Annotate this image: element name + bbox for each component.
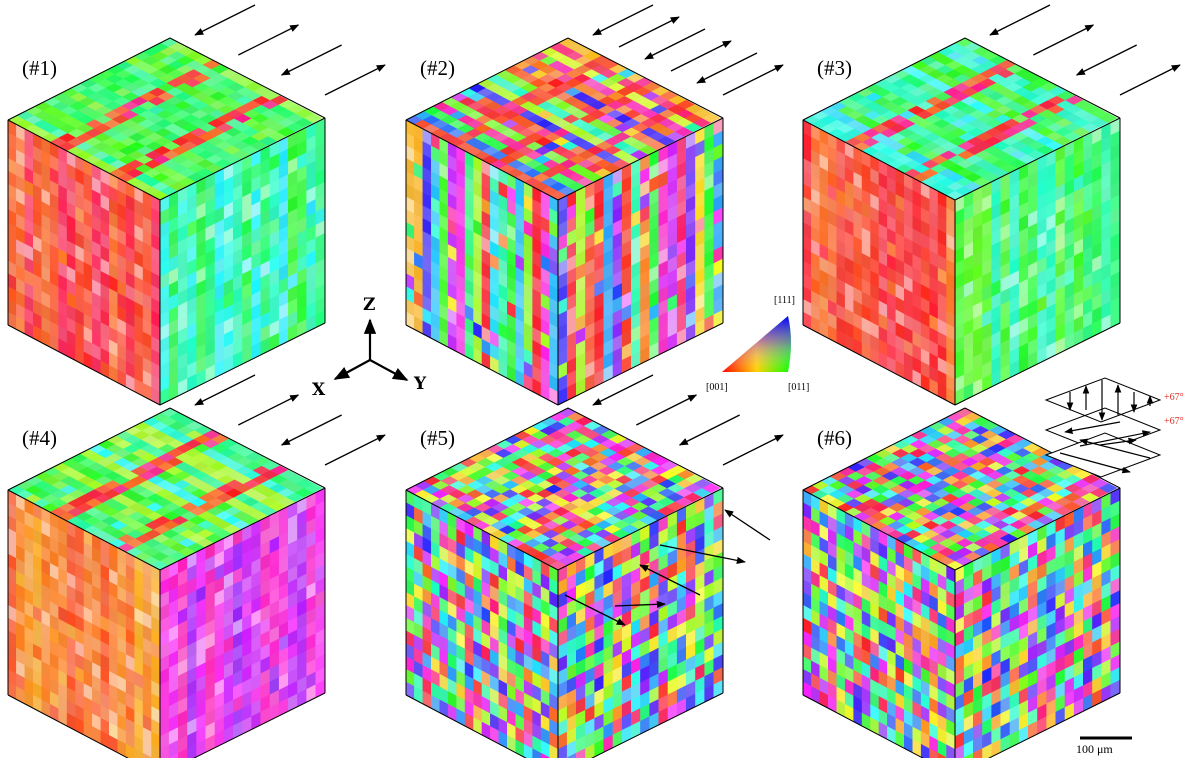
- cube: (#2): [405, 4, 784, 406]
- cube-edge: [802, 119, 956, 201]
- scan-arrow: [696, 52, 758, 84]
- scan-arrow: [324, 434, 386, 466]
- scan-arrow: [644, 28, 706, 60]
- panel-label: (#2): [420, 56, 455, 80]
- scan-arrow: [1075, 44, 1137, 76]
- scan-arrow: [636, 394, 698, 426]
- scan-arrow: [238, 394, 300, 426]
- cube-edge: [557, 322, 724, 406]
- scan-arrow: [592, 4, 654, 36]
- panel-label: (#1): [22, 56, 57, 80]
- cube-edge: [405, 119, 559, 201]
- cube-edge: [7, 119, 161, 201]
- cube-edge: [802, 324, 956, 406]
- grain: [1098, 113, 1118, 123]
- scan-arrow: [1033, 24, 1095, 56]
- cubes: (#1) (#2) (#3)(#4) (#5) (#6): [7, 4, 1181, 758]
- scan-arrow: [670, 40, 732, 72]
- scan-arrow: [618, 16, 680, 48]
- scan-arrow: [678, 414, 740, 446]
- scan-arrow: [324, 64, 386, 96]
- cube-edge: [7, 324, 161, 406]
- cube-edge: [802, 37, 966, 121]
- grain: [303, 483, 323, 493]
- panel-label: (#3): [817, 56, 852, 80]
- cube-edge: [954, 117, 1121, 201]
- scan-arrow: [722, 64, 784, 96]
- cube-edge: [405, 37, 569, 121]
- scan-arrow: [722, 434, 784, 466]
- cube-edge: [169, 37, 326, 119]
- cube-edge: [954, 322, 1121, 406]
- cube: (#4): [7, 374, 386, 758]
- panel-label: (#4): [22, 426, 57, 450]
- scan-arrow: [194, 4, 256, 36]
- cube: (#5): [405, 374, 784, 758]
- cube: (#3): [802, 4, 1181, 406]
- scan-arrow: [989, 4, 1051, 36]
- grain: [303, 113, 323, 123]
- panel-label: (#5): [420, 426, 455, 450]
- cube-edge: [567, 37, 724, 119]
- cube-edge: [405, 324, 559, 406]
- scan-arrow: [1119, 64, 1181, 96]
- scan-arrow: [280, 414, 342, 446]
- cube: (#1): [7, 4, 386, 406]
- scan-arrow: [724, 509, 771, 541]
- grain: [701, 113, 721, 123]
- cube-edge: [964, 37, 1121, 119]
- scan-arrow: [280, 44, 342, 76]
- cube-edge: [159, 117, 326, 201]
- cube-edge: [7, 37, 171, 121]
- scan-arrow: [238, 24, 300, 56]
- cube-edge: [159, 322, 326, 406]
- cube-edge: [557, 117, 724, 201]
